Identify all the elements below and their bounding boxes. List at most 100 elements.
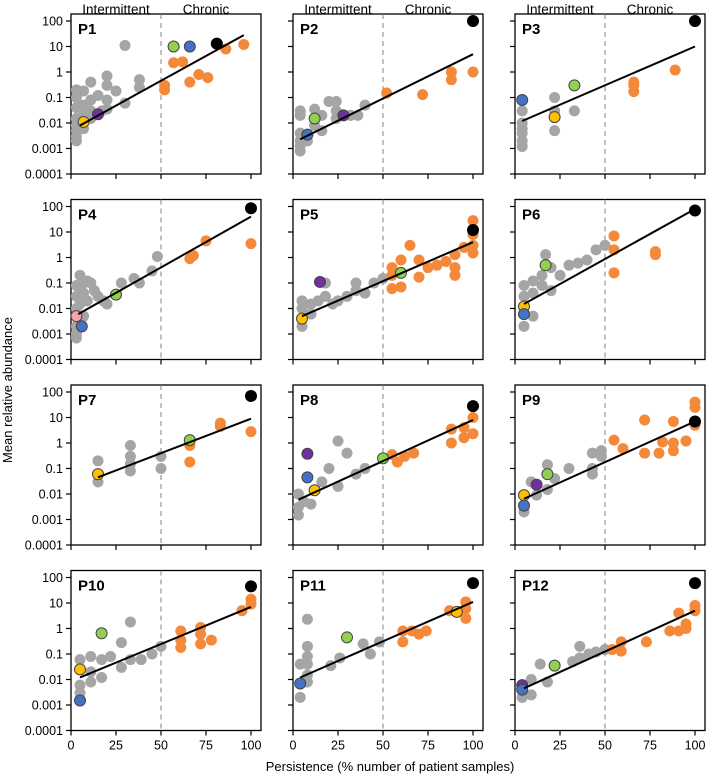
data-point-o: [397, 636, 409, 648]
regression-line: [79, 606, 252, 679]
x-tick-label: 25: [553, 739, 567, 753]
region-label-chronic: Chronic: [627, 2, 674, 17]
x-axis-title: Persistence (% number of patient samples…: [266, 759, 515, 774]
y-tick-label: 0.0001: [25, 539, 63, 553]
data-point-k: [689, 204, 701, 217]
data-point-o: [680, 435, 692, 447]
data-point-Y: [548, 111, 561, 124]
panel-title: P4: [78, 207, 97, 224]
panel-title: P10: [78, 578, 105, 595]
panel-title: P9: [522, 392, 540, 409]
data-point-o: [667, 437, 679, 449]
data-point-o: [460, 612, 472, 624]
data-point-o: [195, 628, 207, 640]
data-point-k: [689, 15, 701, 27]
data-point-o: [404, 239, 416, 251]
data-point-g: [332, 435, 344, 447]
data-point-k: [467, 577, 479, 590]
y-tick-label: 0.1: [46, 91, 63, 105]
y-tick-label: 10: [49, 226, 63, 240]
data-point-o: [445, 66, 457, 78]
region-label-intermittent: Intermittent: [82, 2, 150, 17]
y-tick-label: 0.001: [32, 513, 63, 527]
x-tick-label: 75: [199, 739, 213, 753]
data-point-o: [395, 254, 407, 266]
panel-p10: 0.0001 0.001 0.01 0.1 1 10 100 0 25 50 75 100 P10: [25, 569, 262, 753]
data-point-o: [395, 281, 407, 293]
data-point-g: [341, 447, 353, 459]
y-tick-label: 0.1: [46, 648, 63, 662]
data-point-g: [527, 287, 539, 299]
data-point-k: [689, 577, 701, 590]
data-point-Y: [518, 489, 530, 502]
data-point-o: [689, 401, 701, 413]
plot-frame: [70, 198, 262, 361]
x-tick-label: 25: [331, 739, 345, 753]
data-point-o: [617, 443, 629, 455]
data-point-B: [183, 40, 196, 53]
data-point-o: [445, 74, 457, 86]
data-point-g: [292, 488, 304, 500]
data-point-g: [357, 638, 369, 650]
data-point-o: [202, 72, 214, 84]
data-point-o: [184, 76, 196, 88]
data-point-o: [667, 445, 679, 457]
data-point-o: [168, 57, 180, 69]
panel-p9: P9: [510, 384, 706, 550]
data-point-o: [159, 84, 171, 96]
data-point-g: [124, 439, 136, 451]
data-point-g: [301, 658, 313, 670]
data-point-k: [467, 400, 479, 413]
data-point-g: [350, 277, 362, 289]
regression-line: [523, 420, 696, 500]
y-tick-label: 1: [56, 251, 63, 265]
data-point-g: [536, 269, 548, 281]
data-point-o: [195, 638, 207, 650]
data-point-g: [309, 103, 321, 115]
data-point-o: [608, 434, 620, 446]
data-point-o: [193, 68, 205, 80]
data-point-o: [458, 432, 470, 444]
data-point-g: [96, 654, 108, 666]
y-tick-label: 100: [42, 15, 63, 29]
data-point-g: [595, 450, 607, 462]
data-point-o: [657, 436, 669, 448]
data-point-k: [245, 389, 257, 402]
data-point-g: [549, 92, 561, 103]
data-point-o: [413, 271, 425, 283]
data-point-o: [431, 259, 443, 271]
y-tick-label: 10: [49, 411, 63, 425]
data-point-o: [680, 623, 692, 634]
y-axis-title: Mean relative abundance: [0, 317, 15, 463]
data-point-g: [124, 450, 136, 462]
plot-frame: [70, 13, 262, 175]
y-tick-label: 100: [42, 386, 63, 400]
panel-p1: 0.0001 0.001 0.01 0.1 1 10 100 Intermittent Chro…: [25, 2, 262, 182]
data-point-B: [518, 499, 530, 512]
data-point-G: [539, 259, 552, 272]
data-point-o: [608, 230, 620, 242]
y-tick-label: 1: [56, 437, 63, 451]
data-point-g: [296, 303, 308, 314]
data-point-g: [316, 476, 328, 488]
data-point-g: [319, 290, 331, 302]
x-tick-label: 50: [154, 739, 168, 753]
panel-p8: P8: [288, 384, 484, 550]
data-point-o: [615, 645, 627, 657]
data-point-o: [187, 249, 199, 261]
data-point-G: [308, 112, 321, 125]
regression-line: [77, 215, 252, 316]
y-tick-label: 0.001: [32, 142, 63, 156]
data-point-Y: [74, 663, 86, 676]
data-point-P: [301, 447, 314, 460]
data-point-o: [440, 255, 452, 267]
data-point-o: [408, 447, 420, 459]
data-point-o: [667, 415, 679, 427]
data-point-g: [599, 239, 611, 251]
regression-line: [521, 45, 696, 122]
data-point-g: [536, 279, 548, 291]
data-point-g: [70, 332, 82, 344]
plot-frame: [292, 569, 484, 732]
data-point-B: [516, 683, 529, 696]
data-point-o: [245, 238, 257, 250]
